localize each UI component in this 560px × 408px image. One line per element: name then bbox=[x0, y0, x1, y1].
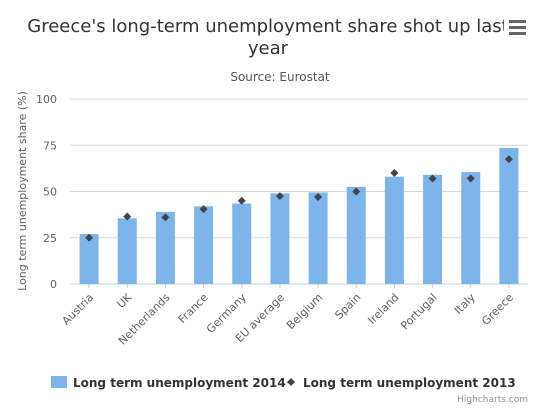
point[interactable] bbox=[123, 212, 132, 221]
legend-item-2013[interactable]: Long term unemployment 2013 bbox=[287, 376, 516, 390]
x-tick-label: France bbox=[176, 291, 211, 326]
x-tick-label: Spain bbox=[332, 291, 363, 322]
legend-item-2014[interactable]: Long term unemployment 2014 bbox=[51, 376, 286, 390]
y-tick-label: 0 bbox=[50, 278, 57, 291]
point[interactable] bbox=[237, 196, 246, 205]
point[interactable] bbox=[390, 169, 399, 177]
bar[interactable] bbox=[79, 234, 99, 284]
legend-label-2013[interactable]: Long term unemployment 2013 bbox=[303, 376, 516, 390]
gridlines bbox=[70, 98, 528, 285]
y-tick-label: 25 bbox=[43, 232, 57, 245]
bar[interactable] bbox=[117, 218, 137, 284]
bar[interactable] bbox=[346, 186, 366, 284]
credits[interactable]: Highcharts.com bbox=[457, 395, 528, 405]
x-tick-label: Italy bbox=[452, 291, 478, 317]
series-2013-markers bbox=[85, 155, 513, 242]
y-tick-label: 50 bbox=[43, 186, 57, 199]
legend-swatch-2014[interactable] bbox=[51, 376, 67, 388]
point[interactable] bbox=[161, 213, 170, 222]
x-tick-label: UK bbox=[114, 290, 135, 311]
x-tick-label: Greece bbox=[479, 291, 516, 328]
point[interactable] bbox=[85, 233, 94, 242]
bar[interactable] bbox=[270, 193, 290, 284]
hamburger-menu-icon[interactable] bbox=[509, 20, 526, 35]
legend-marker-2013[interactable] bbox=[287, 378, 295, 386]
chart-subtitle: Source: Eurostat bbox=[230, 70, 330, 84]
point[interactable] bbox=[428, 174, 437, 183]
bar[interactable] bbox=[423, 174, 443, 284]
point[interactable] bbox=[199, 205, 208, 214]
chart-title-line-2: year bbox=[248, 38, 289, 59]
bar[interactable] bbox=[232, 203, 252, 284]
x-tick-label: Austria bbox=[60, 291, 97, 328]
bar[interactable] bbox=[384, 176, 404, 284]
x-tick-label: Belgium bbox=[284, 291, 325, 332]
x-tick-label: Ireland bbox=[365, 291, 401, 327]
y-axis-ticks: 0 25 50 75 100 bbox=[36, 93, 57, 291]
point[interactable] bbox=[314, 193, 323, 202]
point[interactable] bbox=[275, 192, 284, 201]
y-tick-label: 75 bbox=[43, 139, 57, 152]
y-axis-title: Long term unemployment share (%) bbox=[16, 91, 29, 291]
bar[interactable] bbox=[155, 211, 175, 284]
point[interactable] bbox=[352, 187, 361, 196]
bar[interactable] bbox=[499, 148, 519, 284]
bar[interactable] bbox=[308, 192, 328, 284]
series-2014-columns bbox=[79, 148, 519, 284]
x-tick-label: Portugal bbox=[398, 291, 439, 332]
point[interactable] bbox=[466, 174, 475, 183]
legend-label-2014[interactable]: Long term unemployment 2014 bbox=[73, 376, 286, 390]
chart-menu-button[interactable] bbox=[504, 14, 530, 38]
y-tick-label: 100 bbox=[36, 93, 57, 106]
bar[interactable] bbox=[194, 206, 214, 284]
legend: Long term unemployment 2014 Long term un… bbox=[51, 376, 516, 390]
chart-title-line-1: Greece's long-term unemployment share sh… bbox=[27, 16, 508, 37]
point[interactable] bbox=[504, 155, 513, 164]
bar[interactable] bbox=[461, 172, 481, 284]
